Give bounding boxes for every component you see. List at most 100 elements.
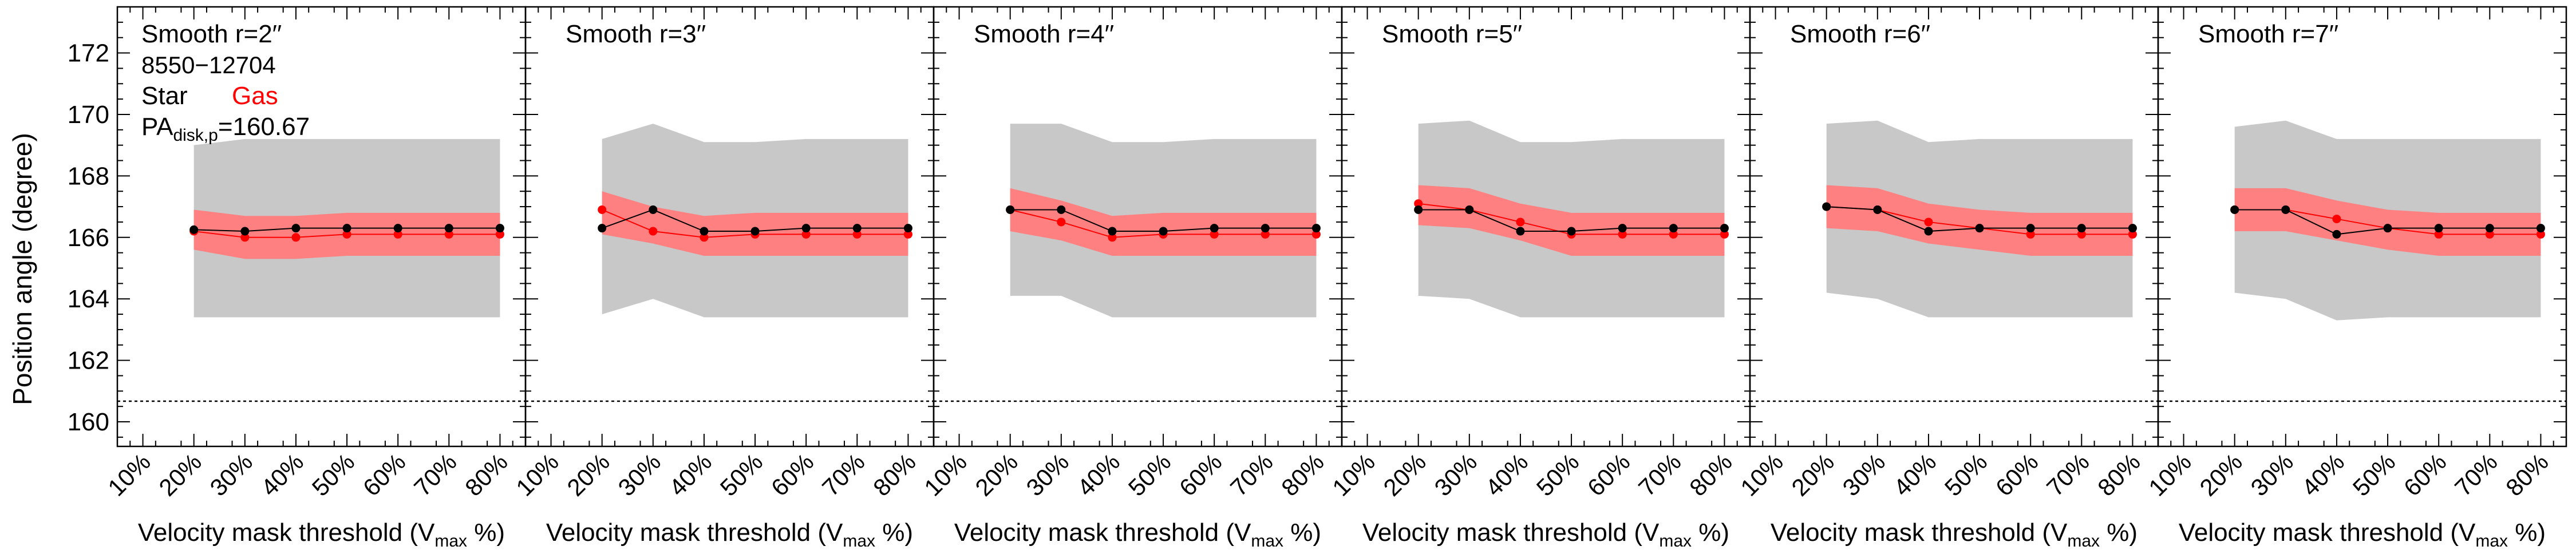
gas-point (1057, 217, 1066, 227)
x-axis-label-suffix: %) (1692, 519, 1729, 547)
gas-point (1261, 229, 1270, 239)
x-tick-label: 60% (358, 448, 411, 501)
star-point (1057, 205, 1066, 214)
x-tick-label: 60% (1174, 448, 1227, 501)
gas-point (2128, 229, 2137, 239)
x-tick-label: 10% (511, 448, 564, 501)
panel-title: Smooth r=5′′ (1382, 20, 1522, 48)
gas-point (240, 233, 250, 242)
panel-3: 10%20%30%40%50%60%70%80% Velocity mask th… (919, 6, 1343, 551)
x-tick-label: 30% (2246, 448, 2299, 501)
star-point (1414, 205, 1423, 214)
x-tick-label: 20% (562, 448, 615, 501)
panel-6: 10%20%30%40%50%60%70%80% Velocity mask th… (2143, 6, 2567, 551)
star-point (2128, 224, 2137, 233)
star-point (1720, 224, 1729, 233)
pa-label-subscript: disk,p (173, 126, 218, 145)
star-point (2026, 224, 2035, 233)
star-point (2434, 224, 2443, 233)
star-point (852, 224, 862, 233)
x-tick-label: 20% (970, 448, 1023, 501)
x-tick-label: 50% (2348, 448, 2401, 501)
star-point (1924, 227, 1933, 236)
gas-point (2077, 229, 2086, 239)
x-axis-label-text: Velocity mask threshold (V (2179, 519, 2476, 547)
x-tick-label: 60% (766, 448, 819, 501)
x-tick-label: 10% (2143, 448, 2196, 501)
legend-star: Star (141, 82, 188, 110)
x-tick-label: 70% (817, 448, 870, 501)
x-axis-label-subscript: max (2067, 532, 2100, 551)
x-tick-label: 50% (1531, 448, 1585, 501)
x-axis-label: Velocity mask threshold (Vmax %) (954, 519, 1321, 551)
star-point (2485, 224, 2494, 233)
x-tick-label: 60% (1990, 448, 2044, 501)
star-point (598, 224, 607, 233)
plot-frame (2157, 6, 2567, 448)
x-tick-label: 70% (1225, 448, 1278, 501)
star-point (240, 227, 250, 236)
x-axis-label: Velocity mask threshold (Vmax %) (2179, 519, 2546, 551)
x-tick-label: 40% (256, 448, 309, 501)
panel-5: 10%20%30%40%50%60%70%80% Velocity mask th… (1735, 6, 2159, 551)
y-axis-label: Position angle (degree) (7, 133, 37, 405)
star-point (750, 227, 760, 236)
x-axis-label-suffix: %) (875, 519, 913, 547)
x-tick-label: 10% (1327, 448, 1380, 501)
x-tick-label: 80% (1276, 448, 1329, 501)
gas-uncertainty-band (602, 191, 908, 256)
x-axis-label-text: Velocity mask threshold (V (1362, 519, 1660, 547)
y-tick-label: 166 (68, 224, 109, 252)
y-tick-label: 160 (68, 408, 109, 436)
x-axis-label-subscript: max (843, 532, 875, 551)
star-point (1311, 224, 1321, 233)
star-point (1567, 227, 1576, 236)
x-axis-label: Velocity mask threshold (Vmax %) (1362, 519, 1729, 551)
gas-point (1311, 229, 1321, 239)
x-tick-label: 30% (613, 448, 666, 501)
star-point (2077, 224, 2086, 233)
x-tick-label: 20% (1786, 448, 1839, 501)
star-point (342, 224, 351, 233)
gas-point (1669, 229, 1678, 239)
x-tick-label: 30% (1021, 448, 1074, 501)
gas-point (649, 227, 658, 236)
x-tick-label: 80% (460, 448, 513, 501)
y-tick-label: 162 (68, 347, 109, 375)
gas-uncertainty-band (1010, 188, 1317, 256)
star-point (189, 225, 199, 234)
x-axis-label: Velocity mask threshold (Vmax %) (1771, 519, 2138, 551)
star-point (649, 205, 658, 214)
panel-4: 10%20%30%40%50%60%70%80% Velocity mask th… (1327, 6, 1751, 551)
star-point (393, 224, 402, 233)
star-point (2230, 205, 2239, 214)
x-axis-label-subscript: max (2475, 532, 2508, 551)
gas-point (852, 229, 862, 239)
gas-point (393, 229, 402, 239)
gas-point (291, 233, 301, 242)
star-point (1006, 205, 1015, 214)
x-tick-label: 50% (307, 448, 360, 501)
gas-point (2434, 229, 2443, 239)
legend-gas: Gas (232, 82, 278, 110)
x-tick-label: 40% (1888, 448, 1942, 501)
pa-disk-label: PAdisk,p=160.67 (141, 113, 310, 145)
panel-title: Smooth r=2′′ (141, 20, 282, 48)
x-axis-label-suffix: %) (2508, 519, 2546, 547)
x-axis-label-text: Velocity mask threshold (V (546, 519, 843, 547)
star-point (700, 227, 709, 236)
star-point (1669, 224, 1678, 233)
panel-title: Smooth r=4′′ (974, 20, 1114, 48)
star-point (1159, 227, 1168, 236)
y-tick-label: 172 (68, 39, 109, 68)
star-point (2332, 229, 2341, 239)
star-point (2536, 224, 2545, 233)
x-axis-label-text: Velocity mask threshold (V (138, 519, 435, 547)
x-tick-label: 60% (1582, 448, 1635, 501)
star-point (1618, 224, 1627, 233)
x-axis-label-subscript: max (434, 532, 467, 551)
panel-1: 160 162 164 166 168 170 172 10%20%30%40%50%60%7… (68, 6, 527, 551)
gas-point (2485, 229, 2494, 239)
star-point (1873, 205, 1882, 214)
x-tick-label: 70% (2449, 448, 2503, 501)
